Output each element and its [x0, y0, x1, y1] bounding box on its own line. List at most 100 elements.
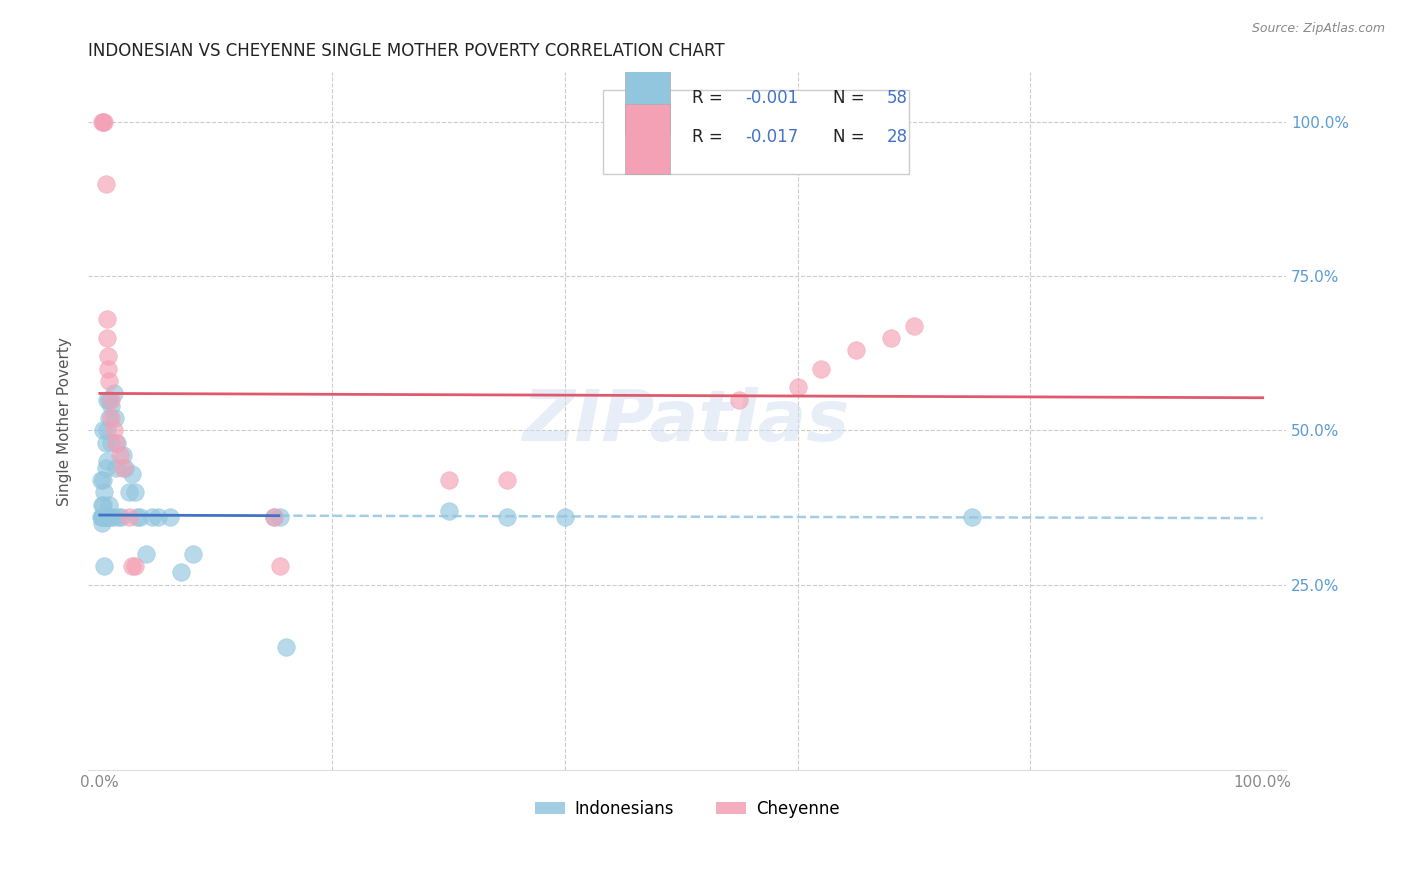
Point	[90, 509, 112, 524]
Y-axis label: Single Mother Poverty: Single Mother Poverty	[58, 337, 72, 506]
Point	[91, 509, 114, 524]
Point	[105, 435, 128, 450]
Point	[101, 509, 124, 524]
Point	[903, 318, 925, 333]
Text: R =: R =	[692, 89, 728, 107]
Point	[91, 473, 114, 487]
Point	[786, 380, 808, 394]
Point	[495, 509, 517, 524]
Point	[960, 509, 983, 524]
Point	[124, 559, 146, 574]
Point	[100, 435, 122, 450]
Point	[100, 392, 122, 407]
Text: 58: 58	[887, 89, 908, 107]
Point	[728, 392, 751, 407]
Point	[125, 509, 148, 524]
Point	[269, 559, 291, 574]
Point	[810, 361, 832, 376]
Point	[100, 399, 122, 413]
Point	[105, 435, 128, 450]
Point	[94, 509, 117, 524]
Point	[91, 498, 114, 512]
Text: Source: ZipAtlas.com: Source: ZipAtlas.com	[1251, 22, 1385, 36]
Point	[98, 392, 121, 407]
Point	[91, 516, 114, 530]
Point	[263, 509, 285, 524]
Point	[263, 509, 285, 524]
Point	[91, 424, 114, 438]
Point	[495, 473, 517, 487]
Point	[100, 411, 122, 425]
Point	[269, 509, 291, 524]
Point	[124, 485, 146, 500]
Point	[91, 509, 114, 524]
Point	[274, 640, 297, 654]
Point	[96, 331, 118, 345]
Point	[118, 485, 141, 500]
Point	[98, 374, 121, 388]
Bar	[624, 103, 671, 174]
Point	[845, 343, 868, 358]
Point	[93, 559, 115, 574]
Point	[93, 485, 115, 500]
Point	[118, 509, 141, 524]
Point	[104, 411, 127, 425]
Point	[93, 509, 115, 524]
Legend: Indonesians, Cheyenne: Indonesians, Cheyenne	[529, 793, 846, 824]
Point	[93, 115, 115, 129]
Point	[96, 424, 118, 438]
Point	[98, 411, 121, 425]
Point	[94, 177, 117, 191]
Point	[112, 460, 135, 475]
Point	[97, 361, 120, 376]
Point	[91, 115, 114, 129]
Point	[97, 509, 120, 524]
Point	[91, 509, 114, 524]
Point	[94, 460, 117, 475]
Point	[159, 509, 181, 524]
Point	[98, 509, 121, 524]
Point	[105, 460, 128, 475]
Point	[112, 448, 135, 462]
Point	[146, 509, 169, 524]
Point	[98, 498, 121, 512]
Text: N =: N =	[834, 89, 870, 107]
Point	[96, 454, 118, 468]
Point	[181, 547, 204, 561]
Point	[103, 424, 125, 438]
Point	[94, 509, 117, 524]
Point	[108, 448, 131, 462]
Text: INDONESIAN VS CHEYENNE SINGLE MOTHER POVERTY CORRELATION CHART: INDONESIAN VS CHEYENNE SINGLE MOTHER POV…	[89, 42, 724, 60]
Text: ZIPatlas: ZIPatlas	[523, 387, 851, 456]
Point	[141, 509, 163, 524]
Text: -0.017: -0.017	[745, 128, 799, 146]
Bar	[603, 90, 908, 174]
Point	[129, 509, 152, 524]
Text: -0.001: -0.001	[745, 89, 799, 107]
Point	[110, 509, 132, 524]
Point	[121, 559, 143, 574]
Point	[121, 467, 143, 481]
Text: 28: 28	[887, 128, 908, 146]
Point	[114, 460, 136, 475]
Point	[97, 509, 120, 524]
Point	[879, 331, 901, 345]
Point	[97, 350, 120, 364]
Point	[93, 509, 115, 524]
Text: N =: N =	[834, 128, 870, 146]
Bar	[624, 64, 671, 134]
Point	[90, 473, 112, 487]
Point	[437, 504, 460, 518]
Point	[96, 312, 118, 326]
Point	[107, 509, 129, 524]
Point	[135, 547, 157, 561]
Point	[91, 498, 114, 512]
Point	[554, 509, 576, 524]
Point	[437, 473, 460, 487]
Point	[94, 509, 117, 524]
Point	[94, 435, 117, 450]
Point	[170, 566, 193, 580]
Point	[91, 115, 114, 129]
Text: R =: R =	[692, 128, 728, 146]
Point	[103, 386, 125, 401]
